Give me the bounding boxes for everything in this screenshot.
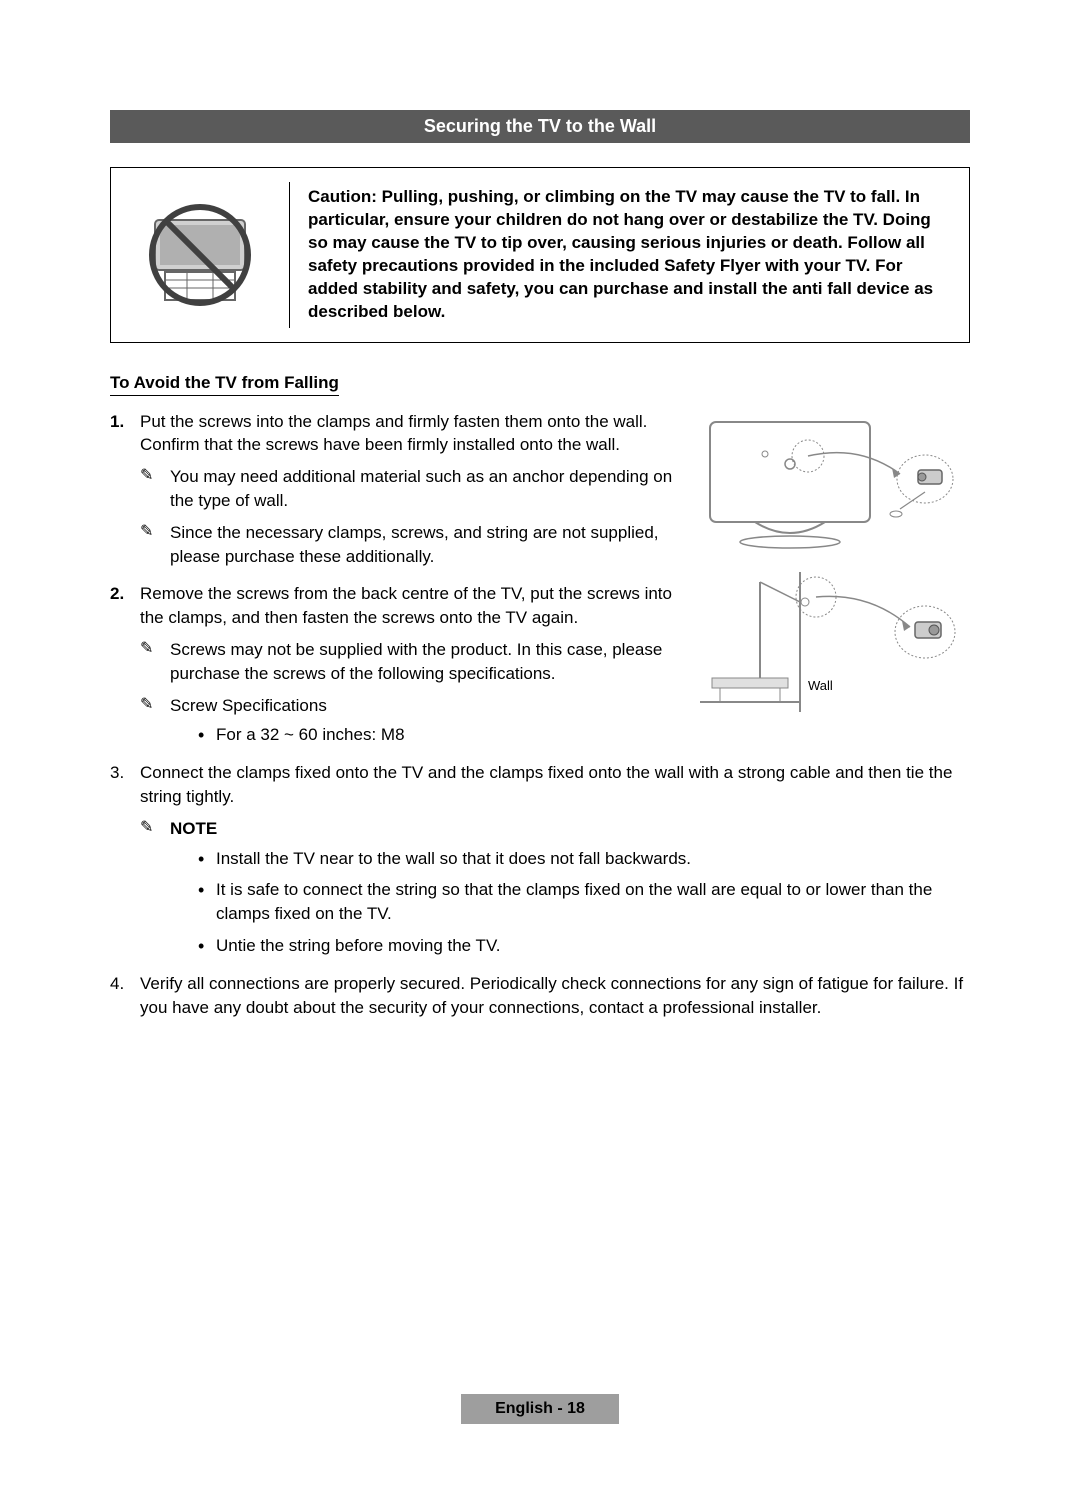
step-2: Remove the screws from the back centre o… bbox=[110, 582, 680, 747]
step-3-bullet-1: Install the TV near to the wall so that … bbox=[170, 847, 970, 871]
step-4: Verify all connections are properly secu… bbox=[110, 972, 970, 1020]
steps-list: Put the screws into the clamps and firml… bbox=[110, 410, 680, 748]
subheading: To Avoid the TV from Falling bbox=[110, 373, 339, 396]
step-1-notes: You may need additional material such as… bbox=[140, 465, 680, 568]
step-1-note-2: Since the necessary clamps, screws, and … bbox=[140, 521, 680, 569]
caution-icon-cell bbox=[125, 182, 290, 328]
step-2-note-2: Screw Specifications For a 32 ~ 60 inche… bbox=[140, 694, 680, 748]
step-3: Connect the clamps fixed onto the TV and… bbox=[110, 761, 970, 958]
step-1-note-1: You may need additional material such as… bbox=[140, 465, 680, 513]
step-2-bullets: For a 32 ~ 60 inches: M8 bbox=[170, 723, 680, 747]
step-2-notes: Screws may not be supplied with the prod… bbox=[140, 638, 680, 747]
caution-box: Caution: Pulling, pushing, or climbing o… bbox=[110, 167, 970, 343]
step-3-text: Connect the clamps fixed onto the TV and… bbox=[140, 763, 952, 806]
step-1-text: Put the screws into the clamps and firml… bbox=[140, 412, 647, 455]
step-1: Put the screws into the clamps and firml… bbox=[110, 410, 680, 569]
footer-label: English - 18 bbox=[461, 1394, 619, 1424]
figure-tv-clamp-icon bbox=[700, 414, 960, 554]
step-3-bullet-3: Untie the string before moving the TV. bbox=[170, 934, 970, 958]
step-3-notewrap: NOTE Install the TV near to the wall so … bbox=[140, 817, 970, 958]
prohibit-tv-icon bbox=[125, 200, 275, 310]
step-4-text: Verify all connections are properly secu… bbox=[140, 974, 963, 1017]
step-2-text: Remove the screws from the back centre o… bbox=[140, 584, 672, 627]
figure-wall-clamp-icon: Wall bbox=[700, 572, 960, 712]
footer: English - 18 bbox=[0, 1394, 1080, 1424]
figures: Wall bbox=[700, 410, 970, 762]
step-3-bullet-2: It is safe to connect the string so that… bbox=[170, 878, 970, 926]
caution-text: Caution: Pulling, pushing, or climbing o… bbox=[308, 182, 955, 328]
note-label: NOTE bbox=[170, 819, 217, 838]
step-3-note: NOTE Install the TV near to the wall so … bbox=[140, 817, 970, 958]
step-2-bullet-1: For a 32 ~ 60 inches: M8 bbox=[170, 723, 680, 747]
wall-label: Wall bbox=[808, 678, 833, 693]
steps-list-cont: Connect the clamps fixed onto the TV and… bbox=[110, 761, 970, 1019]
step-2-note-1: Screws may not be supplied with the prod… bbox=[140, 638, 680, 686]
step-3-bullets: Install the TV near to the wall so that … bbox=[170, 847, 970, 958]
section-header: Securing the TV to the Wall bbox=[110, 110, 970, 143]
